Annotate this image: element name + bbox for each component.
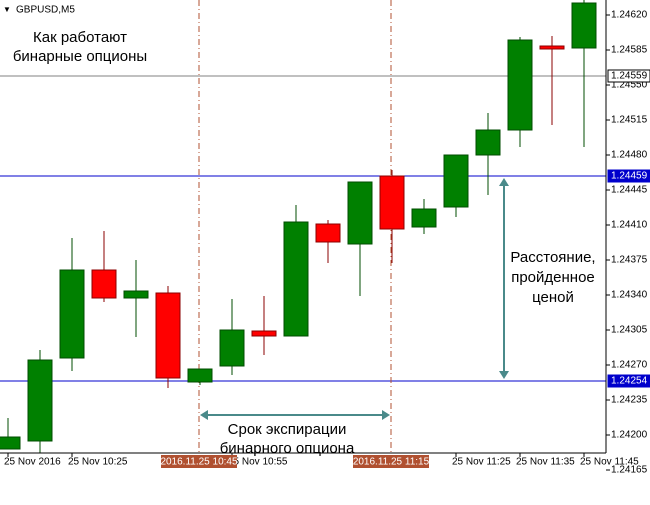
y-tick-label: 1.24620 xyxy=(611,10,648,21)
level-label: 1.24559 xyxy=(611,71,648,82)
level-label-box xyxy=(607,69,650,83)
candle-body xyxy=(315,223,341,243)
level-label: 1.24254 xyxy=(611,376,648,387)
time-line-label-box xyxy=(353,455,429,468)
y-tick-label: 1.24445 xyxy=(611,185,648,196)
candle-body xyxy=(411,208,437,228)
annotation: пройденное xyxy=(511,269,595,286)
x-axis-band xyxy=(0,454,606,470)
candle-body xyxy=(507,39,533,131)
y-tick-label: 1.24585 xyxy=(611,45,648,56)
y-tick-label: 1.24550 xyxy=(611,80,648,91)
candle-body xyxy=(539,45,565,50)
candle-body xyxy=(475,129,501,156)
y-tick-label: 1.24340 xyxy=(611,290,648,301)
candle-body xyxy=(219,329,245,367)
candle-body xyxy=(283,221,309,337)
annotation: бинарные опционы xyxy=(13,48,147,65)
title-arrow: ▼ xyxy=(3,5,11,14)
x-tick-label: 25 Nov 2016 xyxy=(4,457,61,468)
level-label-box xyxy=(607,169,650,183)
time-line-label: 2016.11.25 11:15 xyxy=(353,457,430,468)
candle-body xyxy=(0,436,21,450)
y-tick-label: 1.24480 xyxy=(611,150,648,161)
overlay: 1.24620 1.24585 1.24550 1.24515 1.24480 1.244… xyxy=(0,0,650,476)
chart-title: GBPUSD,M5 xyxy=(16,5,75,16)
x-tick-label: 25 Nov 11:25 xyxy=(452,457,511,468)
x-tick-label: 25 Nov 11:35 xyxy=(516,457,575,468)
y-tick-label: 1.24305 xyxy=(611,325,648,336)
x-tick-label: 25 Nov 10:55 xyxy=(228,457,288,468)
y-tick-label: 1.24410 xyxy=(611,220,648,231)
x-tick-label: 25 Nov 11:45 xyxy=(580,457,639,468)
candle-body xyxy=(59,269,85,359)
candle-body xyxy=(251,330,277,337)
annotation: Как работают xyxy=(33,29,127,46)
time-line-label-box xyxy=(161,455,237,468)
candle-body xyxy=(155,292,181,379)
annotation: Срок экспирации xyxy=(228,421,347,438)
annotation-bg xyxy=(500,240,604,306)
y-tick-label: 1.24270 xyxy=(611,360,648,371)
y-tick-label: 1.24165 xyxy=(611,465,648,476)
annotation: Расстояние, xyxy=(510,249,595,266)
candle-body xyxy=(347,181,373,245)
annotation: бинарного опциона xyxy=(220,440,355,457)
y-tick-label: 1.24235 xyxy=(611,395,648,406)
y-tick-label: 1.24515 xyxy=(611,115,648,126)
y-tick-label: 1.24200 xyxy=(611,430,648,441)
candle-body xyxy=(571,2,597,49)
candle-body xyxy=(187,368,213,383)
annotation: ценой xyxy=(532,289,574,306)
candle-body xyxy=(91,269,117,299)
level-label-box xyxy=(607,374,650,388)
candle-body xyxy=(379,175,405,230)
candle-body xyxy=(27,359,53,442)
level-label: 1.24459 xyxy=(611,171,648,182)
time-line-label: 2016.11.25 10:45 xyxy=(160,457,238,468)
x-tick-label: 25 Nov 10:25 xyxy=(68,457,128,468)
plot-area xyxy=(0,0,606,453)
y-tick-label: 1.24375 xyxy=(611,255,648,266)
candle-body xyxy=(443,154,469,208)
candle-body xyxy=(123,290,149,299)
